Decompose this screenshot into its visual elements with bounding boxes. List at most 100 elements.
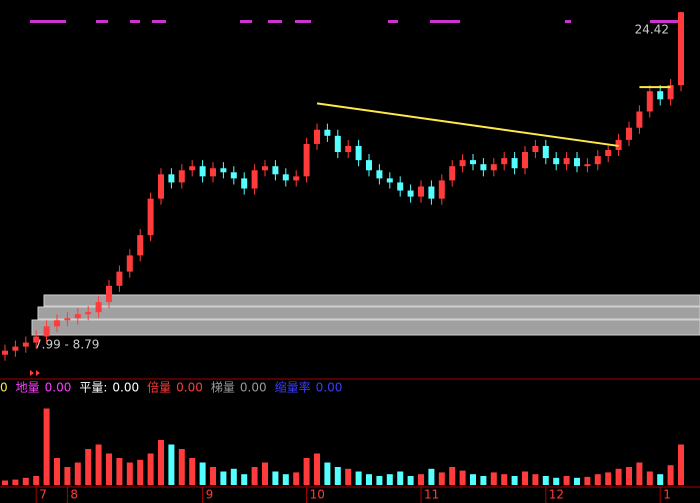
- signal-dot: [30, 20, 66, 23]
- candle-body: [511, 158, 518, 169]
- candle-body: [293, 176, 300, 181]
- profile-bar: [31, 319, 700, 336]
- candle-body: [158, 174, 164, 199]
- candle-body: [282, 174, 289, 181]
- volume-bar: [667, 465, 674, 485]
- volume-bar: [22, 477, 29, 485]
- candle-body: [553, 158, 560, 165]
- volume-bar: [563, 476, 570, 485]
- volume-bar: [64, 467, 71, 485]
- volume-bar: [324, 462, 331, 485]
- volume-bar: [407, 476, 414, 485]
- candle-body: [584, 164, 591, 167]
- profile-bar: [37, 306, 700, 320]
- candle-body: [106, 285, 112, 303]
- candle-body: [626, 127, 632, 140]
- candle-body: [594, 156, 601, 165]
- indicator-value: 0.00: [176, 381, 203, 395]
- candle-body: [366, 160, 372, 171]
- volume-bar: [522, 471, 528, 485]
- volume-bar: [345, 468, 352, 485]
- volume-bar: [85, 449, 92, 485]
- candle-body: [522, 152, 528, 169]
- volume-bar: [657, 474, 664, 485]
- volume-bar: [116, 458, 123, 485]
- volume-bar: [428, 468, 435, 485]
- month-label: 8: [70, 488, 78, 502]
- volume-bar: [438, 472, 445, 485]
- candle-body: [262, 166, 268, 171]
- volume-bar: [210, 467, 216, 485]
- marker: [30, 370, 40, 376]
- indicator-name: 倍量: [147, 380, 171, 395]
- volume-bar: [449, 467, 456, 485]
- candle-body: [12, 346, 19, 351]
- signal-dot: [650, 20, 680, 23]
- signal-dot: [152, 20, 166, 23]
- candle-body: [64, 318, 71, 321]
- volume-bar: [636, 462, 643, 485]
- volume-bar: [511, 476, 518, 485]
- volume-bar: [542, 476, 549, 485]
- volume-bar: [147, 453, 154, 485]
- volume-bar: [168, 444, 175, 485]
- month-label: 12: [549, 488, 564, 502]
- volume-bar: [376, 476, 383, 485]
- candle-body: [303, 143, 310, 177]
- candle-body: [22, 342, 29, 347]
- candle-body: [605, 150, 612, 157]
- candle-body: [272, 166, 279, 175]
- candle-body: [189, 166, 196, 171]
- indicator-value: 0.00: [45, 381, 72, 395]
- candle-body: [126, 255, 133, 272]
- candle-body: [116, 271, 123, 286]
- candle-body: [74, 314, 81, 319]
- month-label: 10: [310, 488, 325, 502]
- volume-bar: [626, 467, 632, 485]
- candle-body: [210, 168, 216, 177]
- candle-body: [438, 180, 445, 199]
- candle-body: [386, 178, 393, 183]
- candle-body: [43, 326, 50, 337]
- volume-bar: [594, 474, 601, 485]
- candle-body: [178, 170, 185, 183]
- volume-bar: [2, 480, 8, 485]
- volume-bar: [615, 468, 622, 485]
- candle-body: [428, 186, 435, 199]
- volume-bar: [397, 471, 404, 485]
- volume-bar: [646, 471, 653, 485]
- volume-bar: [490, 472, 497, 485]
- volume-bar: [314, 453, 320, 485]
- volume-bar: [584, 476, 591, 485]
- signal-dot: [96, 20, 108, 23]
- candle-body: [137, 235, 144, 256]
- indicator-name: 梯量: [211, 381, 235, 395]
- volume-bar: [459, 470, 466, 485]
- volume-bar: [43, 408, 50, 485]
- price-band-label: 7.99 - 8.79: [34, 338, 99, 352]
- candle-body: [646, 91, 653, 112]
- volume-bar: [470, 474, 476, 485]
- candle-body: [615, 139, 622, 150]
- volume-bar: [386, 474, 393, 485]
- signal-dot: [565, 20, 571, 23]
- volume-bar: [262, 462, 268, 485]
- candle-body: [85, 312, 92, 315]
- candle-body: [407, 190, 414, 197]
- volume-bar: [54, 458, 60, 485]
- candle-body: [501, 158, 508, 165]
- volume-bar: [241, 474, 248, 485]
- month-label: 1: [663, 488, 671, 502]
- month-label: 9: [206, 488, 214, 502]
- candle-body: [355, 145, 362, 161]
- candle-body: [574, 158, 580, 167]
- candle-body: [678, 12, 684, 86]
- candle-body: [168, 174, 175, 183]
- high-label: 24.42: [635, 22, 669, 36]
- volume-bar: [251, 467, 258, 485]
- profile-bar: [43, 294, 700, 307]
- candle-body: [54, 320, 60, 327]
- candle-body: [314, 129, 320, 144]
- volume-bar: [74, 462, 81, 485]
